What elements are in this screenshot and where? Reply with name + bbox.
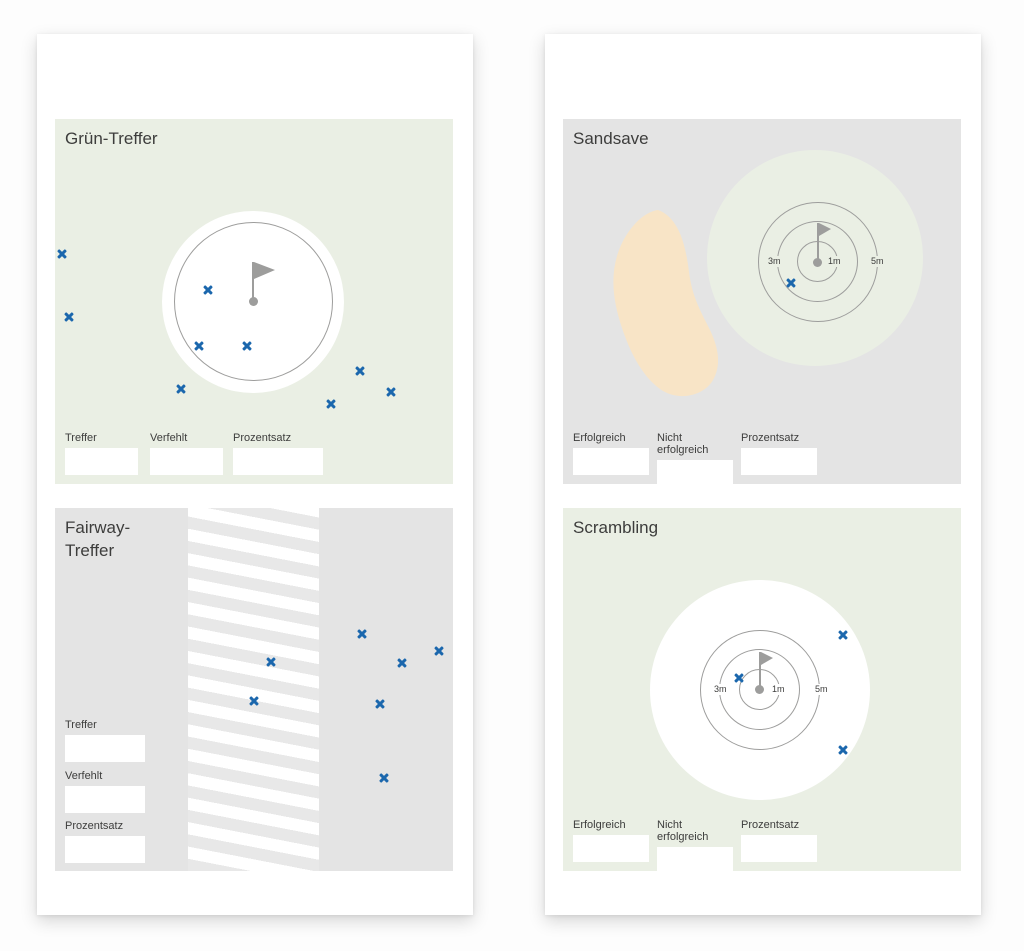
hole-dot (249, 297, 258, 306)
shot-marker-icon (375, 699, 386, 710)
ring-label-1m: 1m (826, 256, 843, 267)
field-prozentsatz: Prozentsatz (741, 432, 817, 475)
verfehlt-input[interactable] (65, 786, 145, 813)
field-prozentsatz: Prozentsatz (741, 819, 817, 862)
shot-marker-icon (434, 646, 445, 657)
prozentsatz-input[interactable] (233, 448, 323, 475)
panel-gruen-treffer: Grün-Treffer Treffer Verfehlt Prozentsat… (55, 119, 453, 484)
field-verfehlt: Verfehlt (65, 770, 145, 813)
prozentsatz-label: Prozentsatz (233, 432, 292, 444)
field-erfolgreich: Erfolgreich (573, 432, 649, 475)
treffer-input[interactable] (65, 448, 138, 475)
flag-pennant (254, 262, 275, 279)
shot-marker-icon (355, 366, 366, 377)
prozentsatz-input[interactable] (65, 836, 145, 863)
ring-label-1m: 1m (770, 684, 787, 695)
panel-sandsave: Sandsave 3m 1m 5m Erfolgreich Nicht erfo… (563, 119, 961, 484)
shot-marker-icon (194, 341, 205, 352)
verfehlt-input[interactable] (150, 448, 223, 475)
flag-pennant (819, 223, 831, 236)
erfolgreich-input[interactable] (573, 448, 649, 475)
panel-title-sandsave: Sandsave (573, 129, 649, 148)
card-left: Grün-Treffer Treffer Verfehlt Prozentsat… (37, 34, 473, 915)
erfolgreich-label: Erfolgreich (573, 432, 626, 444)
erfolgreich-input[interactable] (573, 835, 649, 862)
hole-dot (755, 685, 764, 694)
panel-title-scrambling: Scrambling (573, 518, 659, 537)
panel-fairway-treffer: Fairway- Treffer Treffer Verfehlt Prozen… (55, 508, 453, 871)
shot-marker-icon (176, 384, 187, 395)
shot-marker-icon (266, 657, 277, 668)
shot-marker-icon (734, 673, 745, 684)
nicht-erfolgreich-label: Nicht erfolgreich (657, 432, 709, 456)
shot-marker-icon (786, 278, 797, 289)
field-treffer: Treffer (65, 432, 138, 475)
fairway-stripes (188, 508, 319, 871)
field-erfolgreich: Erfolgreich (573, 819, 649, 862)
flag-pole (817, 223, 819, 262)
ring-label-3m: 3m (712, 684, 729, 695)
shot-marker-icon (357, 629, 368, 640)
shot-marker-icon (242, 341, 253, 352)
prozentsatz-input[interactable] (741, 448, 817, 475)
shot-marker-icon (57, 249, 68, 260)
nicht-erfolgreich-input[interactable] (657, 460, 733, 484)
shot-marker-icon (838, 745, 849, 756)
treffer-label: Treffer (65, 432, 97, 444)
ring-label-3m: 3m (766, 256, 783, 267)
shot-marker-icon (64, 312, 75, 323)
prozentsatz-label: Prozentsatz (741, 819, 800, 831)
shot-marker-icon (838, 630, 849, 641)
field-nicht-erfolgreich: Nicht erfolgreich (657, 432, 733, 484)
shot-marker-icon (203, 285, 214, 296)
putting-green-outline-ring (174, 222, 333, 381)
field-prozentsatz: Prozentsatz (233, 432, 323, 475)
card-right: Sandsave 3m 1m 5m Erfolgreich Nicht erfo… (545, 34, 981, 915)
prozentsatz-label: Prozentsatz (741, 432, 800, 444)
shot-marker-icon (326, 399, 337, 410)
shot-marker-icon (249, 696, 260, 707)
shot-marker-icon (386, 387, 397, 398)
shot-marker-icon (397, 658, 408, 669)
panel-title-fairway-treffer: Fairway- Treffer (65, 518, 131, 560)
field-prozentsatz: Prozentsatz (65, 820, 145, 863)
panel-title-gruen-treffer: Grün-Treffer (65, 129, 158, 148)
field-verfehlt: Verfehlt (150, 432, 223, 475)
nicht-erfolgreich-label: Nicht erfolgreich (657, 819, 709, 843)
field-nicht-erfolgreich: Nicht erfolgreich (657, 819, 733, 871)
shot-marker-icon (379, 773, 390, 784)
treffer-input[interactable] (65, 735, 145, 762)
flag-pole (252, 262, 254, 302)
verfehlt-label: Verfehlt (65, 770, 103, 782)
treffer-label: Treffer (65, 719, 97, 731)
prozentsatz-label: Prozentsatz (65, 820, 124, 832)
field-treffer: Treffer (65, 719, 145, 762)
prozentsatz-input[interactable] (741, 835, 817, 862)
ring-label-5m: 5m (869, 256, 886, 267)
bunker-icon (613, 210, 718, 396)
hole-dot (813, 258, 822, 267)
erfolgreich-label: Erfolgreich (573, 819, 626, 831)
ring-label-5m: 5m (813, 684, 830, 695)
verfehlt-label: Verfehlt (150, 432, 188, 444)
flag-pennant (761, 652, 773, 665)
panel-scrambling: Scrambling 3m 1m 5m Erfolgreich Nicht er… (563, 508, 961, 871)
flag-pole (759, 652, 761, 690)
nicht-erfolgreich-input[interactable] (657, 847, 733, 871)
